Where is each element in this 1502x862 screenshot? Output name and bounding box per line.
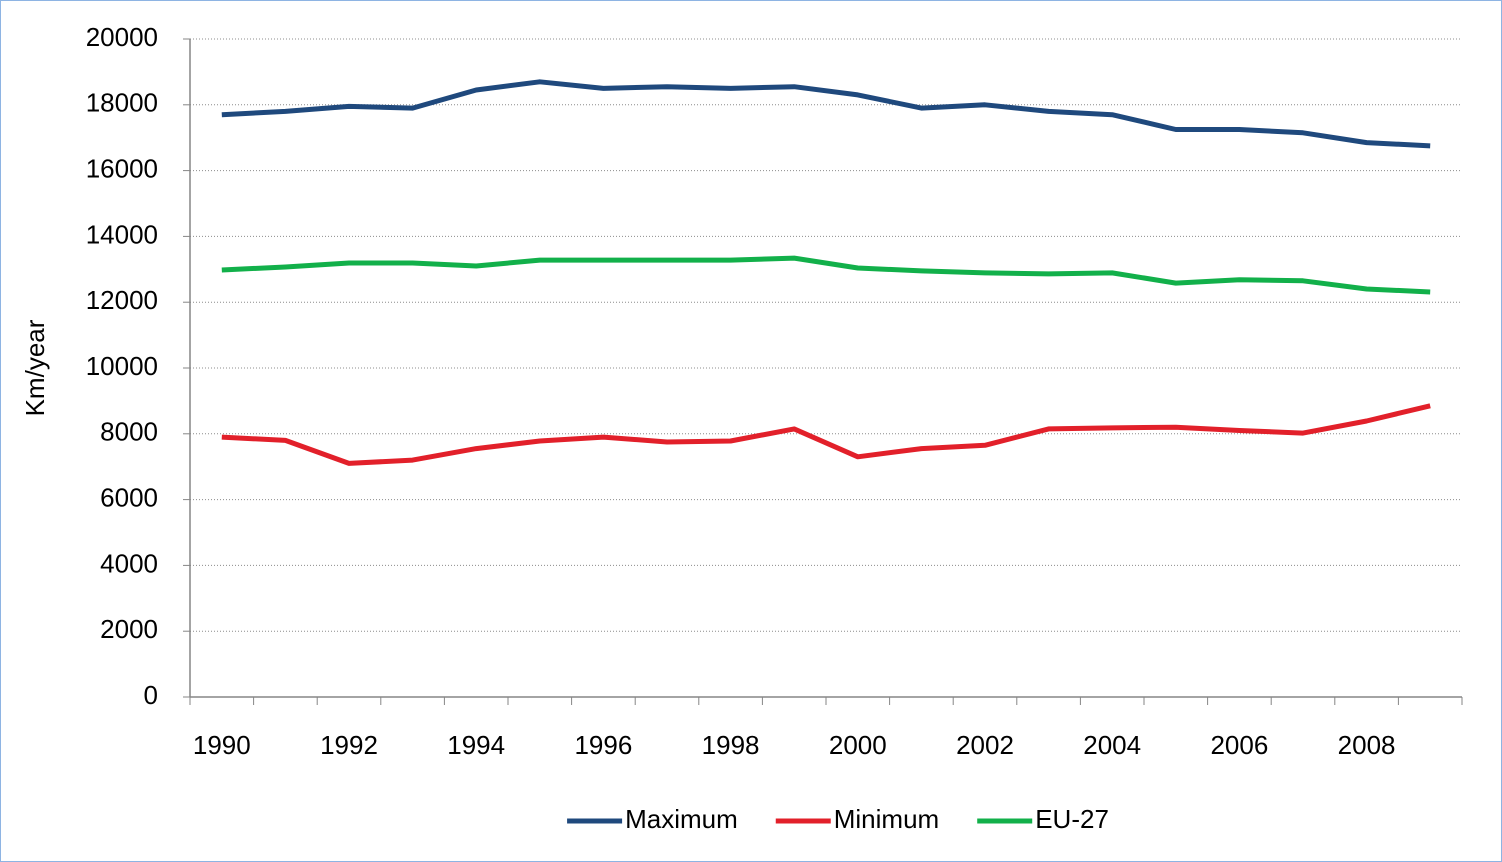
y-axis-label: Km/year bbox=[20, 319, 50, 416]
y-tick-label: 6000 bbox=[100, 482, 158, 512]
data-line bbox=[221, 79, 1431, 149]
legend-label: Maximum bbox=[625, 804, 738, 834]
legend-label: EU-27 bbox=[1035, 804, 1109, 834]
legend-label: Minimum bbox=[834, 804, 939, 834]
y-tick-label: 0 bbox=[144, 680, 158, 710]
x-tick-label: 1996 bbox=[574, 730, 632, 760]
y-tick-label: 14000 bbox=[86, 219, 158, 249]
y-tick-label: 4000 bbox=[100, 548, 158, 578]
y-tick-label: 10000 bbox=[86, 351, 158, 381]
x-tick-label: 2004 bbox=[1083, 730, 1141, 760]
y-tick-label: 18000 bbox=[86, 88, 158, 118]
x-tick-label: 1990 bbox=[193, 730, 251, 760]
x-tick-label: 2008 bbox=[1338, 730, 1396, 760]
x-tick-label: 1994 bbox=[447, 730, 505, 760]
y-tick-label: 16000 bbox=[86, 153, 158, 183]
data-line bbox=[221, 255, 1431, 295]
data-line bbox=[221, 403, 1431, 466]
x-tick-label: 2000 bbox=[829, 730, 887, 760]
y-tick-label: 2000 bbox=[100, 614, 158, 644]
x-tick-label: 1998 bbox=[702, 730, 760, 760]
y-tick-label: 8000 bbox=[100, 417, 158, 447]
y-tick-label: 12000 bbox=[86, 285, 158, 315]
x-tick-label: 2006 bbox=[1210, 730, 1268, 760]
x-tick-label: 1992 bbox=[320, 730, 378, 760]
y-tick-label: 20000 bbox=[86, 22, 158, 52]
x-tick-label: 2002 bbox=[956, 730, 1014, 760]
